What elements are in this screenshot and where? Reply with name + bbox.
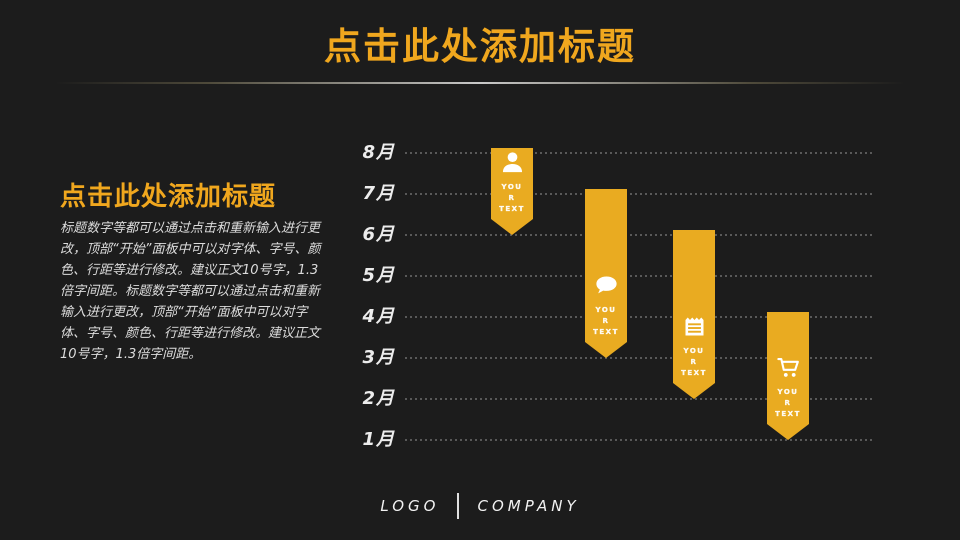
- user-icon: [499, 149, 526, 176]
- slide-title-placeholder[interactable]: 点击此处添加标题: [324, 25, 636, 68]
- month-axis-label: 4月: [362, 306, 395, 327]
- notepad-icon: [681, 313, 708, 340]
- ribbon-label-line: TEXT: [593, 328, 619, 336]
- footer-logo-text: LOGO: [380, 497, 440, 515]
- footer-company-text: COMPANY: [477, 497, 580, 515]
- dotted-gridline: [405, 316, 875, 318]
- ribbon-label-line: R: [784, 399, 792, 407]
- ribbon-label-line: TEXT: [499, 205, 525, 213]
- ribbon-label-line: TEXT: [681, 369, 707, 377]
- shopping-cart-icon: [775, 354, 802, 381]
- footer: LOGO COMPANY: [0, 492, 960, 520]
- month-axis-label: 1月: [362, 429, 395, 450]
- ribbon-2[interactable]: YOU R TEXT: [585, 189, 627, 358]
- ribbon-label-line: YOU: [501, 183, 523, 191]
- dotted-gridline: [405, 357, 875, 359]
- ribbon-label-line: R: [602, 317, 610, 325]
- left-heading-placeholder[interactable]: 点击此处添加标题: [60, 182, 277, 212]
- ribbon-4[interactable]: YOU R TEXT: [767, 312, 809, 440]
- dotted-gridline: [405, 193, 875, 195]
- dotted-gridline: [405, 234, 875, 236]
- ribbon-label-line: R: [690, 358, 698, 366]
- left-body-placeholder[interactable]: 标题数字等都可以通过点击和重新输入进行更改，顶部“开始”面板中可以对字体、字号、…: [60, 221, 321, 362]
- dotted-gridline: [405, 152, 875, 154]
- ribbon-label-line: YOU: [777, 388, 799, 396]
- month-axis-label: 2月: [362, 388, 395, 409]
- month-axis-label: 6月: [362, 224, 395, 245]
- ribbon-label-line: R: [508, 194, 516, 202]
- ribbon-label-line: YOU: [683, 347, 705, 355]
- ribbon-label-line: YOU: [595, 306, 617, 314]
- title-divider-line: [55, 82, 905, 84]
- dotted-gridline: [405, 275, 875, 277]
- footer-divider: [457, 493, 460, 519]
- dotted-gridline: [405, 439, 875, 441]
- speech-bubble-icon: [593, 272, 620, 299]
- month-axis-label: 5月: [362, 265, 395, 286]
- month-axis-label: 7月: [362, 183, 395, 204]
- ribbon-1[interactable]: YOU R TEXT: [491, 148, 533, 235]
- month-axis-label: 3月: [362, 347, 395, 368]
- ribbon-label-line: TEXT: [775, 410, 801, 418]
- dotted-gridline: [405, 398, 875, 400]
- ribbon-3[interactable]: YOU R TEXT: [673, 230, 715, 399]
- month-axis-label: 8月: [362, 142, 395, 163]
